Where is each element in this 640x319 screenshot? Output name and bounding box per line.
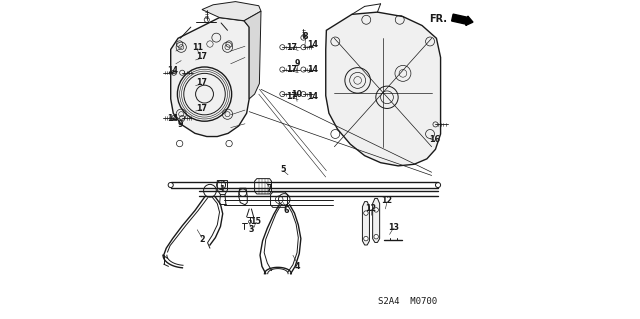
Circle shape xyxy=(374,208,378,212)
Text: 3: 3 xyxy=(249,225,254,234)
Text: 9: 9 xyxy=(294,59,300,68)
FancyArrow shape xyxy=(452,14,473,26)
Polygon shape xyxy=(372,198,380,242)
Text: 15: 15 xyxy=(250,217,261,226)
Polygon shape xyxy=(362,202,369,245)
Text: 11: 11 xyxy=(192,43,203,52)
Polygon shape xyxy=(202,2,261,21)
Text: 14: 14 xyxy=(307,40,319,48)
Text: 17: 17 xyxy=(286,92,297,101)
Text: FR.: FR. xyxy=(429,13,447,24)
Circle shape xyxy=(374,234,378,239)
Text: 14: 14 xyxy=(167,66,178,75)
Polygon shape xyxy=(171,18,249,137)
Text: 17: 17 xyxy=(196,104,207,113)
Text: 16: 16 xyxy=(429,135,440,144)
Text: 4: 4 xyxy=(295,262,300,271)
Text: 5: 5 xyxy=(280,165,286,174)
Text: 8: 8 xyxy=(303,32,308,41)
Text: 10: 10 xyxy=(291,90,302,99)
Text: 13: 13 xyxy=(388,223,399,232)
Text: 2: 2 xyxy=(199,235,205,244)
Text: 1: 1 xyxy=(219,185,225,194)
Text: 6: 6 xyxy=(284,206,289,215)
Text: S2A4  M0700: S2A4 M0700 xyxy=(378,297,437,306)
Text: 14: 14 xyxy=(307,92,319,101)
Text: 12: 12 xyxy=(381,197,392,205)
Text: 12: 12 xyxy=(365,204,376,213)
Text: 7: 7 xyxy=(266,184,272,193)
Circle shape xyxy=(364,236,368,241)
Polygon shape xyxy=(244,11,261,99)
Polygon shape xyxy=(326,12,440,166)
Text: 17: 17 xyxy=(286,43,297,52)
Circle shape xyxy=(364,211,368,215)
Text: 9: 9 xyxy=(177,120,183,129)
Text: 17: 17 xyxy=(286,65,297,74)
Text: 17: 17 xyxy=(196,52,207,61)
Text: 14: 14 xyxy=(307,65,319,74)
Text: 17: 17 xyxy=(196,78,207,87)
Text: 14: 14 xyxy=(167,114,178,122)
